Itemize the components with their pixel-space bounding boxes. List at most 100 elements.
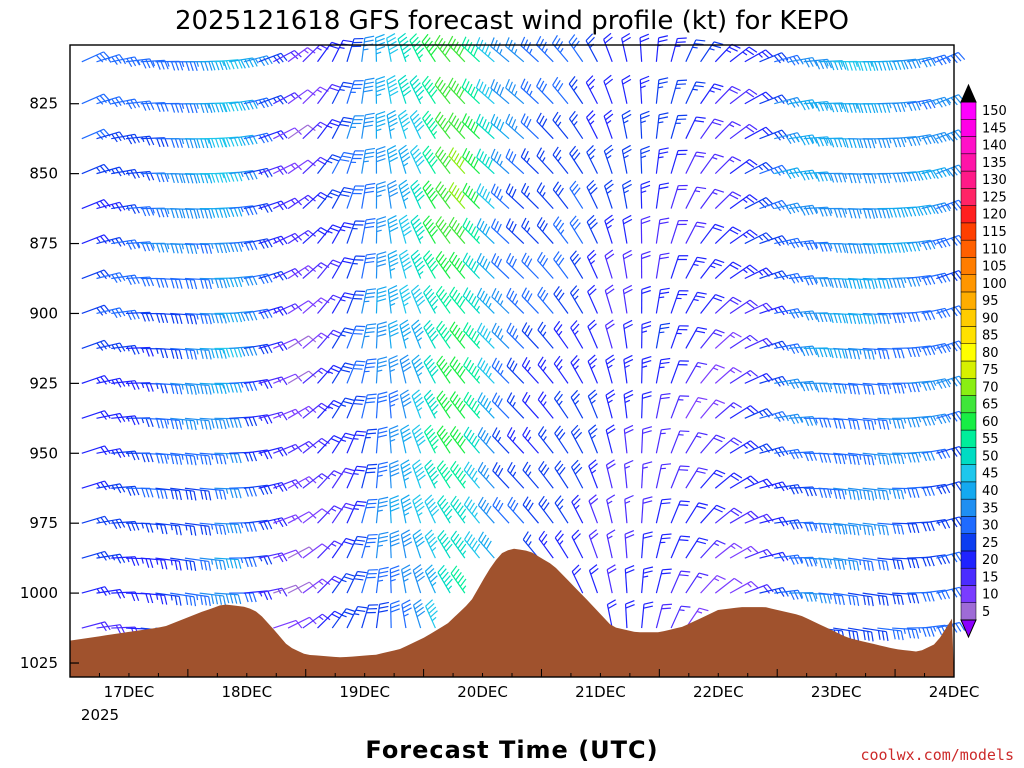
wind-barb bbox=[331, 327, 355, 349]
wind-barb bbox=[714, 577, 743, 594]
wind-barb bbox=[450, 460, 467, 489]
wind-barb bbox=[375, 286, 387, 314]
colorbar: 5 10 15 20 25 30 35 40 45 50 55 60 65 70 75 80 85 90 95 100… bbox=[960, 83, 1007, 639]
colorbar-swatch bbox=[960, 378, 977, 396]
wind-barb bbox=[229, 310, 258, 322]
wind-barb bbox=[331, 467, 355, 489]
wind-barb bbox=[449, 321, 466, 349]
wind-barb bbox=[346, 150, 365, 174]
colorbar-label: 75 bbox=[982, 363, 999, 378]
wind-barb bbox=[759, 129, 789, 141]
wind-barb bbox=[670, 430, 690, 454]
colorbar-swatch bbox=[960, 205, 977, 224]
wind-barb bbox=[361, 463, 378, 489]
wind-barb bbox=[81, 128, 111, 140]
wind-barb bbox=[892, 136, 921, 147]
wind-barb bbox=[833, 522, 860, 536]
wind-barb bbox=[375, 251, 387, 279]
wind-barb bbox=[435, 146, 452, 175]
wind-barb bbox=[410, 249, 425, 279]
wind-barb bbox=[714, 331, 742, 349]
wind-barb bbox=[571, 494, 584, 524]
wind-barb bbox=[258, 52, 288, 64]
wind-barb bbox=[877, 242, 905, 253]
wind-barb bbox=[892, 592, 920, 604]
wind-barb bbox=[475, 78, 495, 105]
wind-barb bbox=[462, 217, 481, 244]
wind-barb bbox=[243, 519, 273, 531]
wind-barb bbox=[714, 472, 743, 489]
wind-barb bbox=[258, 306, 288, 316]
wind-barb bbox=[700, 434, 726, 454]
wind-barb bbox=[906, 380, 936, 391]
wind-barb bbox=[410, 284, 426, 314]
wind-barb bbox=[535, 35, 554, 63]
wind-barb bbox=[685, 256, 707, 279]
wind-barb bbox=[140, 487, 168, 500]
wind-barb bbox=[331, 222, 354, 244]
wind-barb bbox=[921, 202, 951, 215]
wind-barb bbox=[398, 214, 412, 244]
wind-barb bbox=[375, 496, 389, 524]
wind-barb bbox=[463, 356, 481, 384]
wind-barb bbox=[554, 495, 569, 524]
wind-barb bbox=[640, 215, 651, 244]
wind-barb bbox=[81, 163, 111, 175]
wind-barb bbox=[436, 460, 453, 489]
wind-barb bbox=[892, 171, 921, 182]
wind-barb bbox=[287, 194, 316, 210]
wind-barb bbox=[477, 496, 495, 524]
wind-barb bbox=[670, 535, 691, 559]
wind-barb bbox=[623, 424, 634, 454]
wind-barb bbox=[317, 364, 343, 384]
wind-barb bbox=[587, 424, 599, 454]
wind-barb bbox=[729, 510, 759, 524]
wind-barb bbox=[140, 172, 169, 183]
wind-barb bbox=[243, 238, 273, 249]
wind-barb bbox=[155, 487, 182, 501]
wind-barb bbox=[624, 600, 635, 629]
wind-barb bbox=[463, 461, 481, 489]
wind-barb bbox=[623, 389, 634, 419]
y-tick-label: 925 bbox=[29, 374, 58, 392]
wind-barbs bbox=[81, 32, 966, 642]
wind-barb bbox=[435, 250, 452, 279]
wind-barb bbox=[155, 382, 183, 395]
wind-barb bbox=[463, 496, 481, 524]
wind-barb bbox=[586, 145, 598, 174]
wind-barb bbox=[111, 450, 140, 461]
wind-barb bbox=[287, 335, 317, 349]
wind-barb bbox=[476, 183, 495, 210]
wind-barb bbox=[155, 557, 182, 571]
wind-barb bbox=[847, 347, 875, 360]
wind-barb bbox=[389, 600, 400, 629]
wind-barb bbox=[554, 460, 569, 489]
colorbar-label: 50 bbox=[982, 449, 999, 464]
colorbar-label: 105 bbox=[982, 260, 1007, 275]
wind-barb bbox=[833, 557, 860, 571]
wind-barb bbox=[554, 530, 569, 559]
wind-barb bbox=[605, 459, 616, 489]
wind-barb bbox=[729, 46, 758, 63]
wind-barb bbox=[744, 584, 774, 594]
wind-barb bbox=[700, 539, 726, 559]
colorbar-swatch bbox=[960, 153, 977, 172]
colorbar-swatch bbox=[960, 239, 977, 258]
wind-barb bbox=[184, 277, 212, 290]
wind-barb bbox=[640, 180, 651, 209]
wind-barb bbox=[346, 185, 365, 209]
wind-barb bbox=[398, 179, 411, 209]
wind-barb bbox=[273, 197, 302, 210]
wind-barb bbox=[449, 391, 466, 419]
wind-barb bbox=[862, 417, 890, 430]
wind-barb bbox=[412, 529, 425, 559]
wind-barb bbox=[317, 119, 342, 140]
wind-barb bbox=[670, 219, 688, 244]
wind-barb bbox=[685, 572, 709, 594]
wind-barb bbox=[537, 426, 554, 454]
wind-barb bbox=[125, 452, 154, 463]
wind-barb bbox=[464, 531, 481, 559]
wind-barb bbox=[685, 81, 706, 104]
wind-barb bbox=[111, 380, 140, 391]
colorbar-label: 145 bbox=[982, 121, 1007, 136]
